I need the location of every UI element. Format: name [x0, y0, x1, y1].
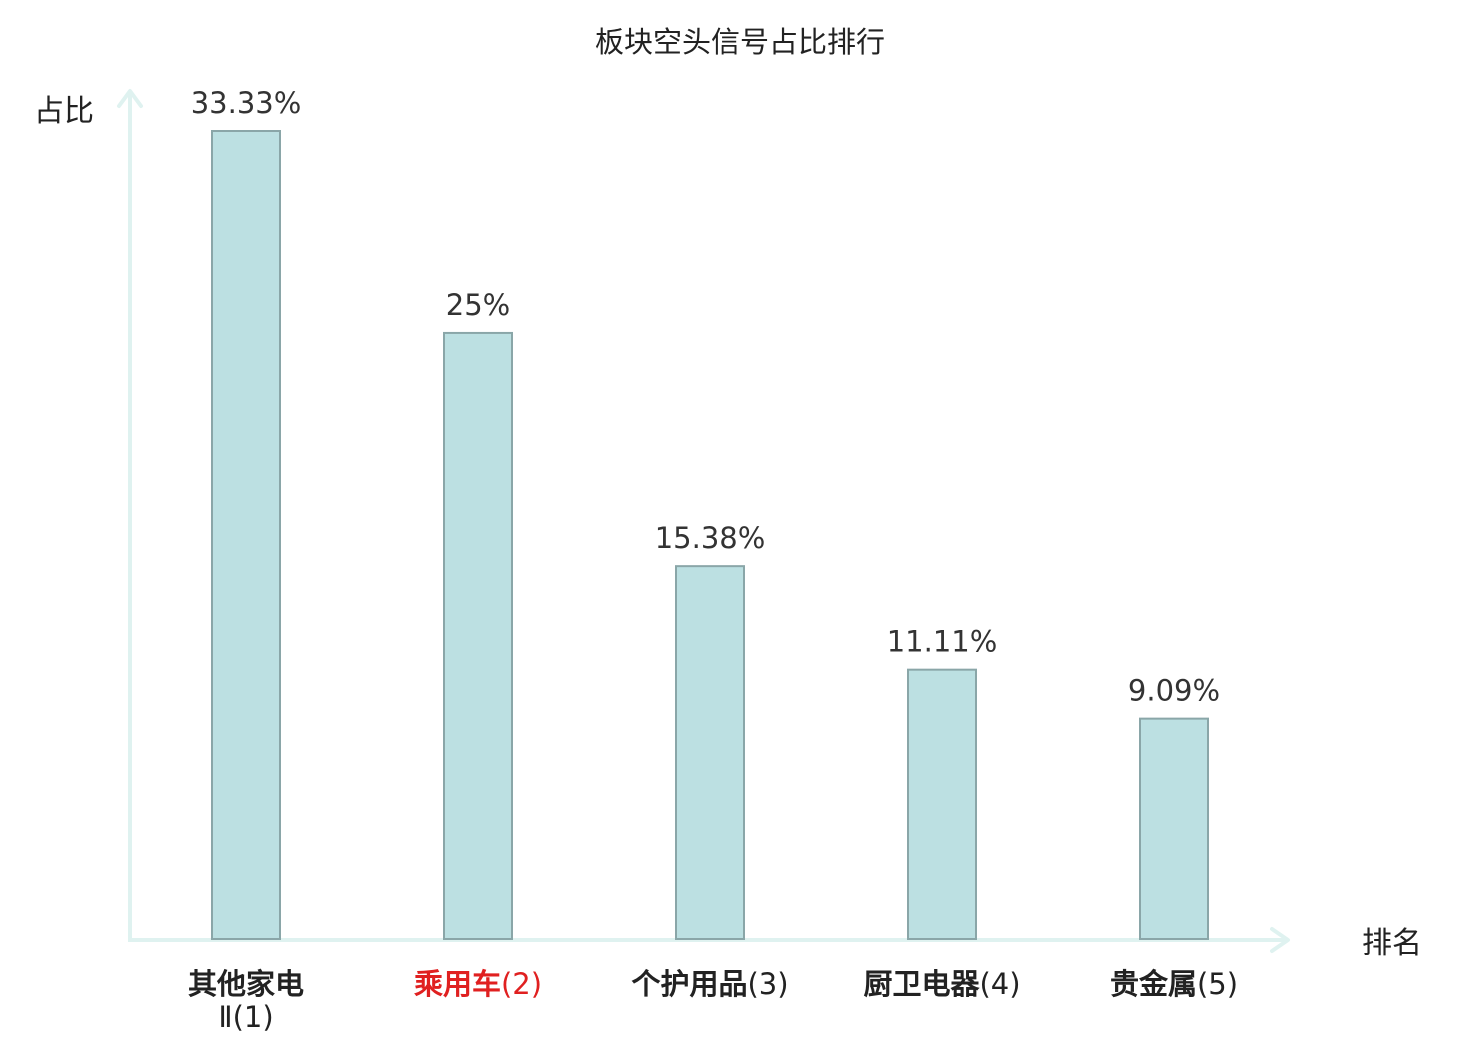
category-name: 贵金属	[1110, 967, 1197, 1001]
category-rank: (4)	[979, 967, 1020, 1001]
x-axis-arrow-icon	[1270, 927, 1290, 953]
y-axis-arrow-icon	[117, 89, 143, 108]
chart-title: 板块空头信号占比排行	[595, 25, 885, 59]
category-name-line2: Ⅱ	[218, 1000, 232, 1034]
category-rank: (3)	[747, 967, 788, 1001]
bar-value-label: 11.11%	[887, 625, 998, 659]
y-axis-label: 占比	[34, 94, 94, 129]
bar-value-label: 33.33%	[191, 86, 302, 120]
category-rank: (1)	[233, 1000, 274, 1034]
category-name: 个护用品	[631, 967, 747, 1001]
x-axis-label: 排名	[1362, 926, 1422, 961]
category-label: 其他家电 Ⅱ(1)	[188, 967, 304, 1034]
bar	[443, 331, 513, 940]
bar-value-label: 9.09%	[1128, 674, 1220, 708]
bar	[675, 565, 745, 940]
category-rank: (2)	[501, 967, 542, 1001]
bar-value-label: 15.38%	[655, 521, 766, 555]
axes	[117, 89, 1290, 953]
bar	[1139, 717, 1209, 940]
value-labels-group: 33.33% 25% 15.38% 11.11% 9.09%	[191, 86, 1220, 708]
category-label: 乘用车(2)	[414, 967, 542, 1001]
category-label: 个护用品(3)	[631, 967, 788, 1001]
category-name: 其他家电	[188, 967, 304, 1001]
category-name: 厨卫电器	[863, 967, 980, 1001]
category-name: 乘用车	[414, 967, 501, 1001]
category-label: 贵金属(5)	[1110, 967, 1238, 1001]
bar	[211, 130, 281, 940]
bars-group	[211, 130, 1209, 941]
bar	[907, 668, 977, 941]
category-label: 厨卫电器(4)	[863, 967, 1020, 1001]
category-labels-group: 其他家电 Ⅱ(1) 乘用车(2) 个护用品(3) 厨卫电器(4) 贵金属(5)	[188, 967, 1238, 1034]
category-rank: (5)	[1197, 967, 1238, 1001]
bar-value-label: 25%	[446, 288, 510, 322]
